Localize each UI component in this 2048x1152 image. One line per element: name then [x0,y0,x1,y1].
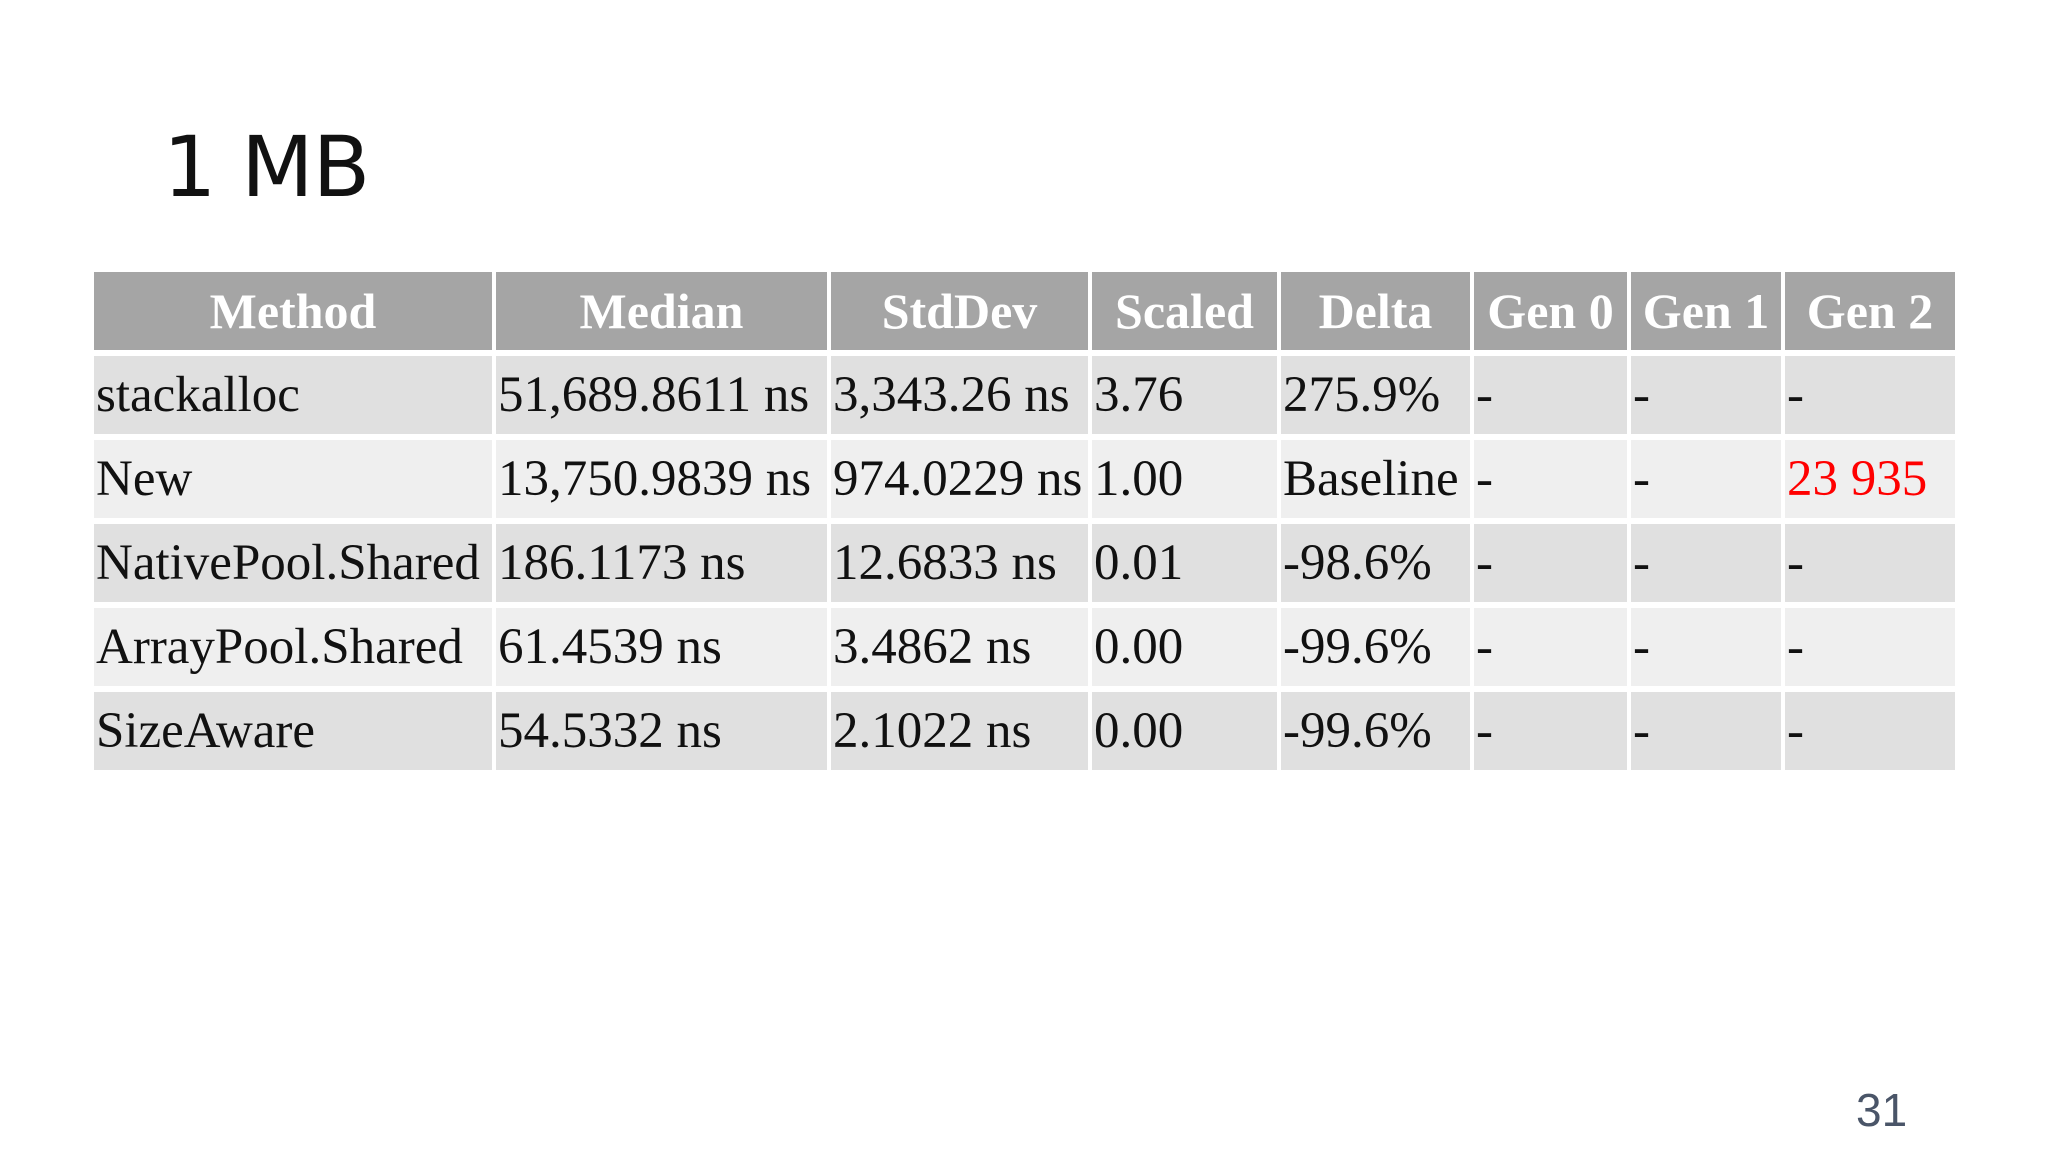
table-cell: - [1785,524,1955,602]
table-cell: 54.5332 ns [496,692,827,770]
column-header: Gen 1 [1631,272,1781,350]
table-cell: - [1785,356,1955,434]
table-cell: SizeAware [94,692,492,770]
table-row: stackalloc 51,689.8611 ns 3,343.26 ns 3.76 2… [94,356,1955,434]
table-cell: -99.6% [1281,692,1470,770]
column-header: Method [94,272,492,350]
table-cell: - [1474,524,1627,602]
column-header: Delta [1281,272,1470,350]
table-cell: - [1474,692,1627,770]
column-header: Gen 2 [1785,272,1955,350]
column-header: StdDev [831,272,1088,350]
table-cell: 275.9% [1281,356,1470,434]
table-cell: 61.4539 ns [496,608,827,686]
table-cell: 0.00 [1092,692,1277,770]
column-header: Median [496,272,827,350]
table-cell: Baseline [1281,440,1470,518]
table-cell: - [1474,440,1627,518]
table-cell: 3,343.26 ns [831,356,1088,434]
column-header: Gen 0 [1474,272,1627,350]
table-row: SizeAware 54.5332 ns 2.1022 ns 0.00 -99.6% - -… [94,692,1955,770]
table-cell: 51,689.8611 ns [496,356,827,434]
table-cell: - [1474,608,1627,686]
table-cell: - [1474,356,1627,434]
table-cell: -98.6% [1281,524,1470,602]
table-cell: - [1631,692,1781,770]
table-cell: 186.1173 ns [496,524,827,602]
table-cell: 2.1022 ns [831,692,1088,770]
table-cell: - [1785,608,1955,686]
table-cell: 13,750.9839 ns [496,440,827,518]
table-cell: ArrayPool.Shared [94,608,492,686]
slide-title: 1 MB [163,118,370,216]
table-cell: - [1631,608,1781,686]
table-cell: New [94,440,492,518]
table-cell: 974.0229 ns [831,440,1088,518]
table-cell: - [1631,524,1781,602]
table-cell: - [1785,692,1955,770]
table-cell: 3.76 [1092,356,1277,434]
table-cell: 3.4862 ns [831,608,1088,686]
page-number: 31 [1856,1084,1908,1136]
column-header: Scaled [1092,272,1277,350]
table-cell: 0.01 [1092,524,1277,602]
table-cell: 12.6833 ns [831,524,1088,602]
table-row: New 13,750.9839 ns 974.0229 ns 1.00 Baseline… [94,440,1955,518]
table-cell: -99.6% [1281,608,1470,686]
table-row: NativePool.Shared 186.1173 ns 12.6833 ns 0.… [94,524,1955,602]
table-cell: NativePool.Shared [94,524,492,602]
table-cell: - [1631,356,1781,434]
table-cell: 0.00 [1092,608,1277,686]
table-cell: stackalloc [94,356,492,434]
table-row: ArrayPool.Shared 61.4539 ns 3.4862 ns 0.00-… [94,608,1955,686]
table-cell: - [1631,440,1781,518]
table-cell: 1.00 [1092,440,1277,518]
table-cell: 23 935 [1785,440,1955,518]
